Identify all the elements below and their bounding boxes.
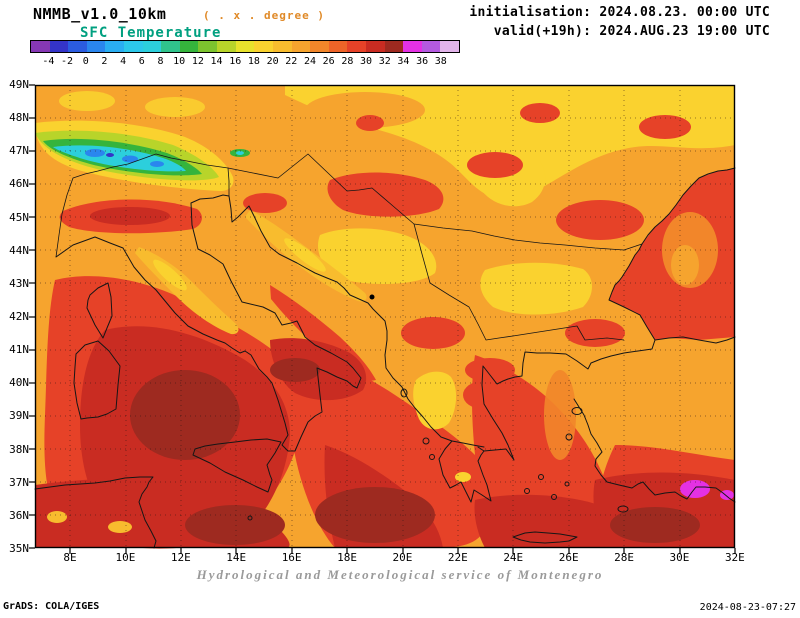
colorbar-segment <box>347 41 366 52</box>
longitude-label: 20E <box>392 551 413 564</box>
colorbar-label: 26 <box>322 56 335 67</box>
colorbar-label: 36 <box>416 56 429 67</box>
latitude-label: 35N <box>9 541 29 555</box>
latitude-label: 49N <box>9 78 29 91</box>
longitude-label: 24E <box>503 551 524 564</box>
colorbar-segment <box>161 41 180 52</box>
grid-lines <box>35 85 735 548</box>
longitude-label: 30E <box>669 551 690 564</box>
latitude-label: 37N <box>9 475 29 489</box>
service-credit: Hydrological and Meteorological service … <box>196 567 604 582</box>
longitude-axis: 8E 10E 12E 14E 16E 18E 20E 22E 24E 26E 28E 30E 32E <box>53 551 752 564</box>
latitude-label: 46N <box>9 177 29 191</box>
colorbar-label: 24 <box>303 56 316 67</box>
colorbar-segment <box>291 41 311 52</box>
longitude-label: 32E <box>724 551 745 564</box>
colorbar-label: -2 <box>61 56 74 67</box>
coastlines <box>34 167 736 549</box>
colorbar-segment <box>68 41 87 52</box>
latitude-label: 47N <box>9 144 29 158</box>
colorbar-segment <box>217 41 236 52</box>
colorbar-segment <box>49 41 69 52</box>
longitude-label: 18E <box>337 551 357 564</box>
latitude-label: 44N <box>9 243 29 257</box>
colorbar-label: 30 <box>360 56 373 67</box>
latitude-label: 41N <box>9 343 29 357</box>
latitude-axis: 49N 48N 47N 46N 45N 44N 43N 42N 41N 40N 39N 38N 37N 3… <box>0 78 31 555</box>
colorbar-label: 18 <box>247 56 260 67</box>
longitude-label: 14E <box>226 551 247 564</box>
colorbar-label: 22 <box>285 56 298 67</box>
latitude-label: 43N <box>9 276 29 290</box>
colorbar-label: 2 <box>101 56 108 67</box>
colorbar-segment <box>421 41 441 52</box>
colorbar-segment <box>142 41 162 52</box>
colorbar-label: 38 <box>434 56 447 67</box>
colorbar-label: 14 <box>210 56 223 67</box>
temperature-map <box>29 84 736 554</box>
latitude-label: 42N <box>9 309 29 323</box>
colorbar-segment <box>328 41 348 52</box>
colorbar-segment <box>403 41 422 52</box>
colorbar-labels: -4 -2 0 2 4 6 8 10 12 14 16 18 20 22 24 26 28 30 32 34 36 38 <box>39 56 451 67</box>
colorbar-label: 32 <box>378 56 391 67</box>
creation-timestamp: 2024-08-23-07:27 <box>699 602 796 613</box>
latitude-label: 45N <box>9 210 29 224</box>
longitude-label: 10E <box>115 551 136 564</box>
model-title: NMMB_v1.0_10km <box>33 5 167 23</box>
map-area <box>29 84 736 554</box>
longitude-label: 16E <box>281 551 302 564</box>
latitude-label: 38N <box>9 442 29 456</box>
field-title: SFC Temperature <box>80 25 222 41</box>
colorbar-segment <box>179 41 199 52</box>
axis-ticks <box>29 84 736 554</box>
colorbar-label: 4 <box>120 56 127 67</box>
colorbar-segment <box>198 41 218 52</box>
longitude-label: 22E <box>447 551 468 564</box>
colorbar-label: 28 <box>341 56 354 67</box>
longitude-label: 26E <box>558 551 579 564</box>
colorbar-label: 12 <box>191 56 204 67</box>
colorbar-segment <box>254 41 273 52</box>
colorbar-legend <box>30 40 460 53</box>
colorbar-segment <box>31 41 50 52</box>
colorbar-segment <box>365 41 385 52</box>
map-frame <box>29 84 736 554</box>
country-borders <box>55 153 643 341</box>
colorbar-segment <box>440 41 460 52</box>
grads-credit: GrADS: COLA/IGES <box>3 601 100 612</box>
colorbar-label: 16 <box>229 56 242 67</box>
colorbar-label: 20 <box>266 56 279 67</box>
latitude-label: 48N <box>9 111 29 125</box>
initialisation-time: initialisation: 2024.08.23. 00:00 UTC <box>469 5 770 20</box>
colorbar-label: 6 <box>138 56 145 67</box>
latitude-label: 40N <box>9 376 29 390</box>
colorbar-segment <box>86 41 106 52</box>
latitude-label: 39N <box>9 409 29 423</box>
colorbar-segment <box>235 41 255 52</box>
colorbar-segment <box>272 41 292 52</box>
colorbar-label: 8 <box>157 56 164 67</box>
latitude-label: 36N <box>9 508 29 522</box>
longitude-label: 8E <box>63 551 77 564</box>
colorbar-segment <box>310 41 329 52</box>
colorbar-label: 10 <box>173 56 186 67</box>
resolution-label: ( . x . degree ) <box>203 9 325 22</box>
longitude-label: 12E <box>170 551 191 564</box>
colorbar-label: -4 <box>42 56 55 67</box>
colorbar-segment <box>105 41 125 52</box>
colorbar-label: 34 <box>397 56 410 67</box>
colorbar-segment <box>384 41 404 52</box>
valid-time: valid(+19h): 2024.AUG.23 19:00 UTC <box>493 24 770 39</box>
colorbar-label: 0 <box>82 56 89 67</box>
colorbar-segment <box>124 41 143 52</box>
longitude-label: 28E <box>614 551 634 564</box>
